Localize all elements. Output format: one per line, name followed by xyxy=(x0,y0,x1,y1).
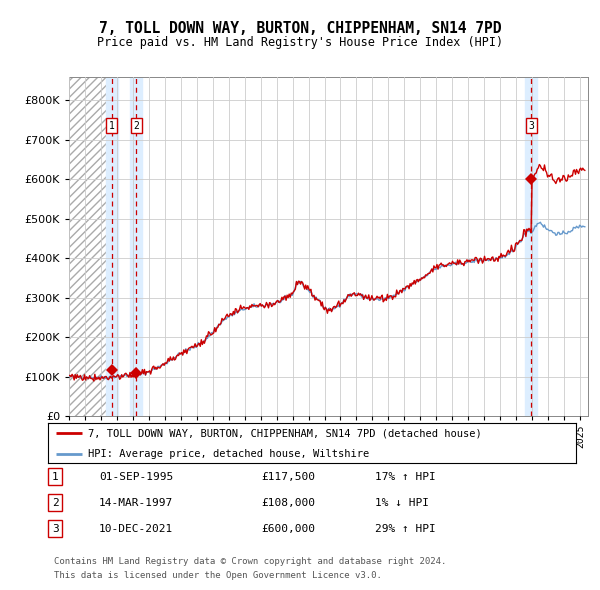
Text: 2: 2 xyxy=(133,121,139,131)
Text: 10-DEC-2021: 10-DEC-2021 xyxy=(99,524,173,533)
Bar xyxy=(106,77,118,416)
Text: 17% ↑ HPI: 17% ↑ HPI xyxy=(375,472,436,481)
Bar xyxy=(130,77,142,416)
Text: This data is licensed under the Open Government Licence v3.0.: This data is licensed under the Open Gov… xyxy=(54,571,382,580)
Text: 7, TOLL DOWN WAY, BURTON, CHIPPENHAM, SN14 7PD (detached house): 7, TOLL DOWN WAY, BURTON, CHIPPENHAM, SN… xyxy=(88,428,481,438)
Text: 01-SEP-1995: 01-SEP-1995 xyxy=(99,472,173,481)
Text: 3: 3 xyxy=(52,524,59,533)
Text: 3: 3 xyxy=(528,121,534,131)
Bar xyxy=(525,77,537,416)
Text: Price paid vs. HM Land Registry's House Price Index (HPI): Price paid vs. HM Land Registry's House … xyxy=(97,36,503,49)
Text: 1% ↓ HPI: 1% ↓ HPI xyxy=(375,498,429,507)
Text: £117,500: £117,500 xyxy=(261,472,315,481)
Text: 29% ↑ HPI: 29% ↑ HPI xyxy=(375,524,436,533)
Text: HPI: Average price, detached house, Wiltshire: HPI: Average price, detached house, Wilt… xyxy=(88,448,369,458)
Text: £108,000: £108,000 xyxy=(261,498,315,507)
Text: 1: 1 xyxy=(109,121,115,131)
Bar xyxy=(69,77,112,416)
Text: Contains HM Land Registry data © Crown copyright and database right 2024.: Contains HM Land Registry data © Crown c… xyxy=(54,557,446,566)
Text: £600,000: £600,000 xyxy=(261,524,315,533)
Text: 2: 2 xyxy=(52,498,59,507)
Text: 14-MAR-1997: 14-MAR-1997 xyxy=(99,498,173,507)
Text: 7, TOLL DOWN WAY, BURTON, CHIPPENHAM, SN14 7PD: 7, TOLL DOWN WAY, BURTON, CHIPPENHAM, SN… xyxy=(99,21,501,36)
Text: 1: 1 xyxy=(52,472,59,481)
